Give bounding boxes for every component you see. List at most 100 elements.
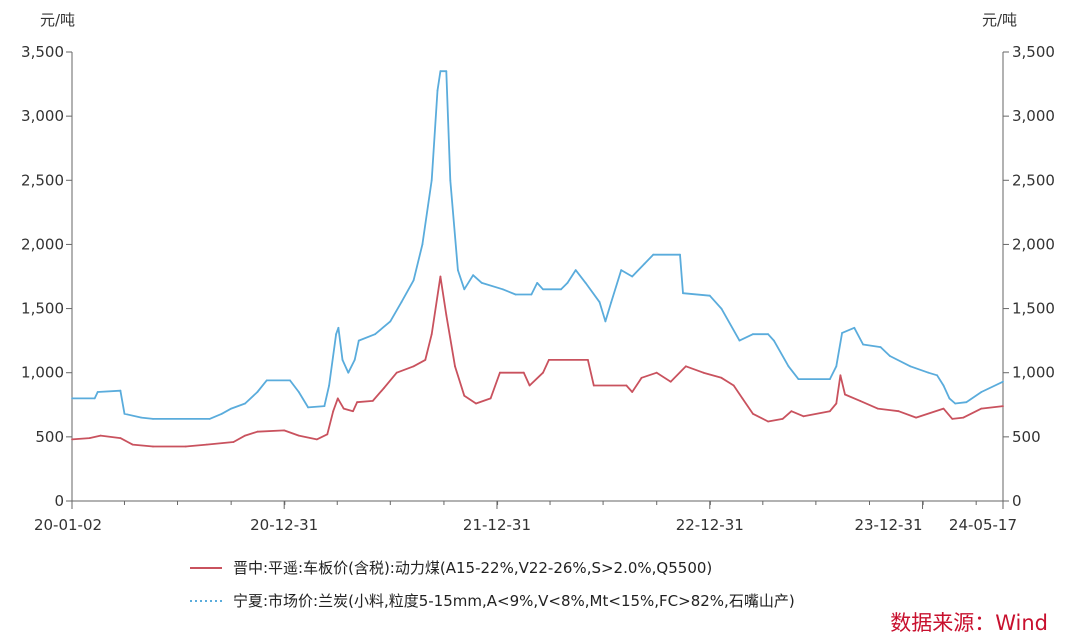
data-point-pingyao-coal-42 [655, 371, 658, 374]
data-point-pingyao-coal-54 [829, 410, 831, 413]
data-point-pingyao-coal-11 [283, 429, 286, 432]
data-point-ningxia-semicoke-12 [265, 379, 268, 382]
data-point-pingyao-coal-61 [915, 416, 917, 419]
data-point-ningxia-semicoke-66 [841, 332, 843, 334]
data-point-ningxia-semicoke-42 [542, 288, 544, 291]
data-point-ningxia-semicoke-74 [942, 384, 945, 387]
data-point-ningxia-semicoke-3 [119, 389, 122, 392]
data-point-ningxia-semicoke-68 [862, 343, 864, 346]
data-point-ningxia-semicoke-5 [140, 416, 143, 419]
data-point-pingyao-coal-20 [371, 400, 374, 402]
data-point-pingyao-coal-45 [702, 371, 705, 374]
data-point-ningxia-semicoke-60 [767, 333, 769, 336]
data-point-pingyao-coal-27 [445, 314, 448, 316]
data-point-pingyao-coal-66 [1002, 405, 1004, 407]
legend-label-ningxia-semicoke: 宁夏:市场价:兰炭(小料,粒度5-15mm,A<9%,V<8%,Mt<15%,F… [233, 592, 795, 610]
data-point-pingyao-coal-8 [232, 441, 235, 443]
data-point-ningxia-semicoke-17 [328, 384, 330, 387]
data-point-pingyao-coal-49 [752, 412, 754, 415]
data-point-ningxia-semicoke-67 [853, 326, 856, 329]
data-point-pingyao-coal-22 [395, 371, 398, 374]
data-point-pingyao-coal-30 [475, 402, 477, 405]
data-point-ningxia-semicoke-58 [738, 339, 741, 342]
data-point-ningxia-semicoke-1 [93, 397, 96, 400]
data-point-ningxia-semicoke-72 [927, 371, 930, 374]
data-point-ningxia-semicoke-32 [445, 70, 448, 73]
data-point-ningxia-semicoke-34 [457, 269, 459, 271]
series-line-ningxia-semicoke [72, 70, 1004, 420]
y-tick-label-right-0: 0 [1012, 492, 1022, 510]
y-tick-label-left-3-000: 3,000 [21, 107, 64, 125]
data-point-pingyao-coal-46 [720, 376, 723, 379]
data-point-ningxia-semicoke-56 [708, 294, 711, 297]
data-point-ningxia-semicoke-28 [421, 243, 424, 246]
data-point-pingyao-coal-3 [119, 437, 122, 439]
y-tick-label-left-0: 0 [54, 492, 64, 510]
data-point-ningxia-semicoke-20 [341, 359, 344, 361]
data-point-ningxia-semicoke-52 [643, 262, 646, 265]
data-point-ningxia-semicoke-50 [620, 269, 623, 271]
data-point-ningxia-semicoke-36 [472, 274, 474, 277]
data-point-ningxia-semicoke-65 [835, 365, 838, 368]
y-tick-label-left-500: 500 [35, 428, 64, 446]
data-point-ningxia-semicoke-8 [220, 412, 223, 415]
data-point-ningxia-semicoke-9 [230, 407, 233, 410]
data-point-ningxia-semicoke-70 [889, 355, 891, 357]
data-point-ningxia-semicoke-45 [574, 269, 577, 271]
data-point-ningxia-semicoke-79 [1002, 380, 1004, 383]
data-point-pingyao-coal-63 [951, 418, 954, 420]
data-point-ningxia-semicoke-7 [208, 418, 211, 420]
data-point-ningxia-semicoke-55 [682, 292, 684, 295]
data-point-pingyao-coal-29 [463, 394, 466, 397]
legend: 晋中:平遥:车板价(含税):动力煤(A15-22%,V22-26%,S>2.0%… [190, 559, 795, 610]
data-source-label: 数据来源：Wind [890, 611, 1048, 635]
data-point-pingyao-coal-59 [876, 407, 879, 410]
series-line-pingyao-coal [71, 275, 1004, 448]
data-point-pingyao-coal-12 [297, 434, 300, 437]
data-point-pingyao-coal-33 [522, 371, 525, 374]
data-point-ningxia-semicoke-29 [430, 179, 433, 182]
y-tick-label-left-2-500: 2,500 [21, 171, 64, 189]
data-point-pingyao-coal-51 [781, 418, 784, 420]
data-point-pingyao-coal-18 [352, 410, 354, 413]
data-point-ningxia-semicoke-49 [610, 301, 613, 304]
data-point-pingyao-coal-17 [342, 407, 345, 410]
data-point-ningxia-semicoke-0 [71, 397, 73, 400]
data-point-pingyao-coal-44 [685, 365, 687, 368]
data-point-ningxia-semicoke-77 [965, 401, 968, 404]
data-point-pingyao-coal-37 [587, 359, 589, 361]
data-point-ningxia-semicoke-61 [773, 339, 775, 342]
data-point-ningxia-semicoke-27 [412, 279, 415, 282]
data-point-ningxia-semicoke-11 [256, 391, 259, 393]
data-point-ningxia-semicoke-10 [244, 402, 247, 405]
data-point-ningxia-semicoke-69 [879, 346, 882, 348]
data-point-ningxia-semicoke-15 [307, 406, 309, 409]
data-point-ningxia-semicoke-63 [797, 378, 800, 380]
data-point-ningxia-semicoke-46 [584, 282, 587, 284]
data-point-pingyao-coal-16 [336, 397, 339, 400]
data-point-pingyao-coal-62 [942, 407, 945, 410]
data-point-ningxia-semicoke-47 [598, 301, 601, 304]
data-point-pingyao-coal-41 [640, 376, 643, 379]
y-axis-unit-right: 元/吨 [982, 11, 1017, 29]
data-point-pingyao-coal-7 [205, 443, 208, 446]
data-point-pingyao-coal-53 [802, 415, 805, 418]
data-point-pingyao-coal-21 [383, 387, 385, 389]
data-point-pingyao-coal-4 [131, 443, 134, 446]
data-point-ningxia-semicoke-73 [936, 374, 938, 377]
x-tick-label-20-12-31: 20-12-31 [250, 516, 318, 534]
data-point-ningxia-semicoke-38 [501, 288, 504, 291]
data-point-pingyao-coal-50 [767, 420, 769, 423]
data-point-pingyao-coal-24 [424, 359, 427, 361]
data-point-ningxia-semicoke-53 [652, 253, 655, 256]
data-point-pingyao-coal-1 [88, 437, 91, 439]
data-point-pingyao-coal-56 [839, 374, 842, 377]
data-point-pingyao-coal-58 [859, 400, 862, 402]
data-point-ningxia-semicoke-59 [752, 333, 754, 336]
data-point-ningxia-semicoke-40 [530, 293, 533, 296]
axes: 0 0 500 500 1,000 1,000 1,500 1,500 2,000 2,000 2,… [21, 43, 1055, 534]
data-point-pingyao-coal-40 [631, 391, 634, 393]
data-point-pingyao-coal-26 [439, 275, 442, 278]
data-point-pingyao-coal-13 [315, 438, 318, 441]
